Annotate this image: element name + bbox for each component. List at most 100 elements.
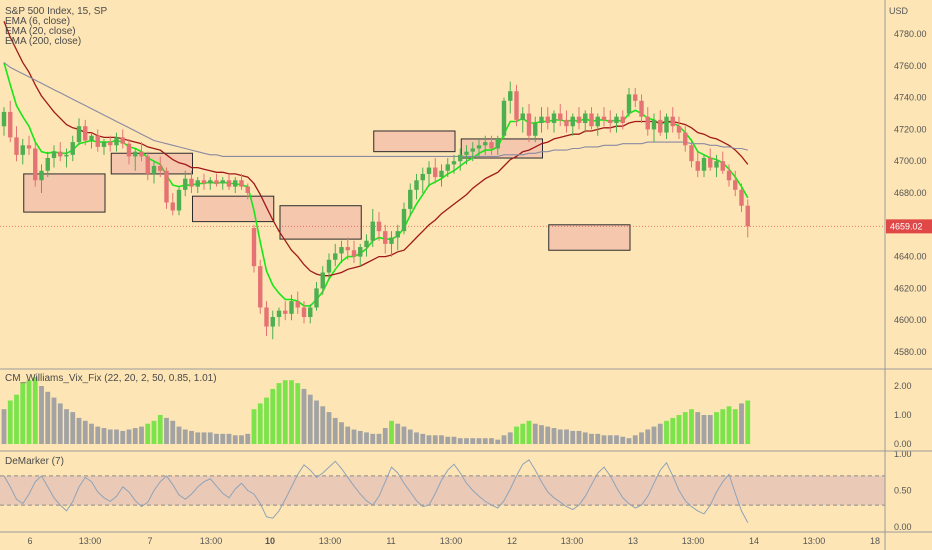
candle-up[interactable] [114,137,119,146]
vix-bar[interactable] [614,435,619,444]
support-resistance-zone[interactable] [192,195,275,223]
vix-bar[interactable] [507,432,513,444]
candle-up[interactable] [614,116,619,124]
vix-bar[interactable] [651,426,657,444]
candle-up[interactable] [664,116,669,133]
candle-up[interactable] [533,123,538,136]
candle-down[interactable] [295,301,300,308]
candle-up[interactable] [651,119,657,130]
vix-bar[interactable] [20,383,26,444]
candle-up[interactable] [445,164,450,171]
candle-down[interactable] [708,158,713,168]
candle-down[interactable] [258,266,263,308]
support-resistance-zone[interactable] [279,205,362,240]
vix-bar[interactable] [601,435,607,444]
vix-bar[interactable] [376,433,382,444]
candle-down[interactable] [608,119,613,124]
vix-bar[interactable] [107,429,113,445]
candle-up[interactable] [320,272,325,289]
candle-up[interactable] [270,317,275,327]
vix-bar[interactable] [432,435,438,444]
candle-up[interactable] [714,161,719,168]
candle-down[interactable] [158,165,163,171]
candle-down[interactable] [526,113,532,136]
candle-down[interactable] [689,145,694,162]
candle-up[interactable] [64,154,69,157]
vix-bar[interactable] [101,428,107,444]
vix-bar[interactable] [270,388,276,444]
candle-down[interactable] [564,119,569,127]
candle-down[interactable] [345,247,350,251]
candle-up[interactable] [439,170,444,178]
candle-down[interactable] [489,142,494,149]
vix-bar[interactable] [526,420,532,444]
vix-bar[interactable] [295,383,301,444]
vix-bar[interactable] [232,435,238,444]
candle-down[interactable] [739,189,744,206]
vix-bar[interactable] [470,438,476,444]
vix-bar[interactable] [495,439,501,444]
vix-bar[interactable] [589,433,594,444]
vix-bar[interactable] [32,377,38,444]
candle-down[interactable] [720,161,725,171]
vix-bar[interactable] [370,433,376,444]
candle-down[interactable] [33,148,38,181]
candle-up[interactable] [51,151,57,159]
vix-bar[interactable] [314,400,319,445]
candle-down[interactable] [214,180,219,184]
vix-bar[interactable] [389,420,394,444]
vix-bar[interactable] [170,420,176,444]
candle-up[interactable] [370,221,375,241]
vix-bar[interactable] [82,420,88,444]
candle-down[interactable] [383,231,388,244]
vix-bar[interactable] [514,426,519,444]
candle-up[interactable] [208,180,213,184]
support-resistance-zone[interactable] [548,224,631,251]
vix-bar[interactable] [176,426,182,444]
vix-bar[interactable] [70,412,76,444]
vix-bar[interactable] [582,432,588,444]
candle-down[interactable] [695,161,700,171]
candle-down[interactable] [633,94,638,101]
vix-bar[interactable] [745,400,751,445]
candle-down[interactable] [658,119,663,133]
candle-down[interactable] [189,178,194,187]
vix-bar[interactable] [545,426,551,444]
candle-down[interactable] [264,307,269,327]
vix-bar[interactable] [664,420,669,444]
candle-down[interactable] [120,137,125,144]
candle-up[interactable] [89,135,94,141]
vix-bar[interactable] [57,403,63,444]
vix-bar[interactable] [26,380,32,444]
candle-up[interactable] [45,158,50,171]
vix-bar[interactable] [570,430,576,444]
vix-bar[interactable] [64,409,69,444]
candle-up[interactable] [520,113,525,120]
candle-up[interactable] [408,189,413,209]
vix-bar[interactable] [257,403,263,444]
vix-bar[interactable] [239,435,244,444]
vix-bar[interactable] [220,433,226,444]
candle-down[interactable] [301,307,307,318]
vix-bar[interactable] [414,432,419,444]
vix-bar[interactable] [332,417,338,444]
vix-bar[interactable] [14,394,19,444]
candle-up[interactable] [539,116,544,124]
candle-up[interactable] [276,310,282,318]
vix-bar[interactable] [195,432,201,444]
support-resistance-zone[interactable] [373,130,456,153]
vix-bar[interactable] [657,423,663,444]
candle-down[interactable] [226,180,232,187]
candle-up[interactable] [401,208,407,232]
candle-up[interactable] [364,240,369,248]
candle-up[interactable] [495,138,500,149]
vix-bar[interactable] [420,433,426,444]
demarker-pane[interactable]: 0.00 0.50 1.00 [0,449,912,532]
vix-bar[interactable] [620,436,626,444]
candle-up[interactable] [458,154,463,162]
candle-down[interactable] [83,126,88,141]
candle-down[interactable] [14,137,19,155]
candle-up[interactable] [595,116,600,127]
candle-down[interactable] [283,310,288,314]
candle-down[interactable] [558,113,563,120]
